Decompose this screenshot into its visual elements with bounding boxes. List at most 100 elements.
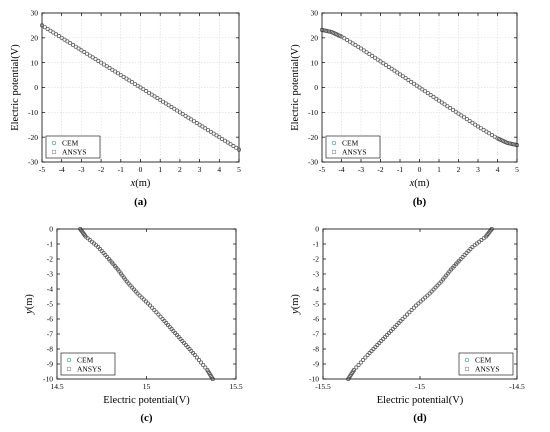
data-point-cem xyxy=(392,68,397,73)
legend-label-cem: CEM xyxy=(475,356,492,365)
data-point-cem xyxy=(144,89,149,94)
data-point-ansys xyxy=(431,287,436,292)
data-point-ansys xyxy=(180,339,184,343)
data-point-cem xyxy=(206,128,211,133)
data-point-cem xyxy=(163,101,168,106)
data-point-cem xyxy=(464,117,469,122)
data-point-cem xyxy=(470,120,475,125)
data-point-cem xyxy=(411,305,416,310)
data-point-cem xyxy=(361,357,366,362)
y-tick-label: -30 xyxy=(28,158,38,167)
data-point-cem xyxy=(439,100,444,105)
y-tick-label: -10 xyxy=(28,108,38,117)
data-point-cem xyxy=(161,99,166,104)
y-tick-label: -3 xyxy=(313,270,319,279)
data-point-cem xyxy=(194,120,199,125)
data-point-cem xyxy=(194,355,199,360)
x-tick-label: 4 xyxy=(217,165,221,174)
data-point-cem xyxy=(436,98,441,103)
panel-label: (d) xyxy=(413,412,427,424)
data-point-ansys xyxy=(98,247,102,251)
data-point-cem xyxy=(155,96,160,101)
data-point-cem xyxy=(87,53,92,58)
data-point-cem xyxy=(353,43,358,48)
data-point-ansys xyxy=(412,306,416,310)
data-point-cem xyxy=(169,105,174,110)
data-point-cem xyxy=(459,113,464,118)
data-point-cem xyxy=(489,133,494,138)
data-point-cem xyxy=(384,63,389,68)
y-tick-label: 0 xyxy=(314,83,318,92)
data-point-cem xyxy=(358,360,363,365)
data-point-cem xyxy=(478,126,483,131)
data-point-ansys xyxy=(189,349,193,353)
x-tick-label: -3 xyxy=(78,165,84,174)
data-point-ansys xyxy=(462,115,466,119)
data-point-cem xyxy=(192,352,197,357)
x-tick-label: -4 xyxy=(59,165,65,174)
data-point-ansys xyxy=(389,329,393,333)
data-point-cem xyxy=(139,295,144,300)
legend-marker-ansys xyxy=(331,149,337,155)
data-point-ansys xyxy=(100,249,104,253)
data-point-cem xyxy=(70,42,75,47)
x-tick-label: 0 xyxy=(418,165,422,174)
y-tick-label: 30 xyxy=(31,9,39,18)
data-point-cem xyxy=(96,58,101,63)
data-point-ansys xyxy=(132,287,136,292)
data-point-cem xyxy=(201,362,206,367)
legend-label-ansys: ANSYS xyxy=(62,148,87,157)
data-point-cem xyxy=(411,81,416,86)
data-point-cem xyxy=(180,112,185,117)
data-point-ansys xyxy=(470,121,475,125)
data-point-cem xyxy=(68,41,73,46)
data-point-ansys xyxy=(363,355,368,360)
data-point-cem xyxy=(423,89,428,94)
data-point-cem xyxy=(428,93,433,98)
data-point-cem xyxy=(409,79,414,84)
data-point-cem xyxy=(121,74,126,79)
data-point-cem xyxy=(152,307,157,312)
data-point-ansys xyxy=(168,325,172,329)
data-point-cem xyxy=(372,55,377,60)
data-point-cem xyxy=(405,312,410,317)
x-tick-label: -5 xyxy=(39,165,45,174)
data-point-cem xyxy=(485,232,490,237)
data-point-cem xyxy=(200,124,205,129)
data-point-cem xyxy=(62,37,67,42)
data-point-cem xyxy=(409,307,414,312)
x-tick-label: 4 xyxy=(496,165,500,174)
legend-label-cem: CEM xyxy=(62,139,79,148)
data-point-cem xyxy=(115,71,120,76)
y-tick-label: -8 xyxy=(47,345,53,354)
data-point-ansys xyxy=(185,345,190,349)
data-point-ansys xyxy=(431,95,436,99)
data-point-ansys xyxy=(184,343,188,347)
data-point-cem xyxy=(475,124,480,129)
data-point-ansys xyxy=(451,108,455,112)
data-point-cem xyxy=(76,46,81,51)
data-point-cem xyxy=(45,26,50,31)
y-tick-label: 10 xyxy=(311,58,319,67)
legend-label-cem: CEM xyxy=(342,139,359,148)
data-point-cem xyxy=(356,362,361,367)
data-point-ansys xyxy=(418,299,423,304)
data-point-cem xyxy=(65,39,70,44)
y-tick-label: -7 xyxy=(47,330,53,339)
data-point-ansys xyxy=(171,329,176,333)
data-point-cem xyxy=(138,85,143,90)
data-point-cem xyxy=(199,360,204,365)
data-point-cem xyxy=(414,303,419,308)
x-tick-label: 14.5 xyxy=(50,382,63,391)
data-point-cem xyxy=(365,352,370,357)
data-point-cem xyxy=(189,117,194,122)
data-point-cem xyxy=(135,291,140,296)
data-point-ansys xyxy=(175,333,179,337)
y-tick-label: 20 xyxy=(311,33,319,42)
legend-box xyxy=(325,135,381,159)
data-point-cem xyxy=(423,295,428,300)
x-tick-label: 2 xyxy=(178,165,182,174)
data-point-cem xyxy=(54,32,59,37)
y-tick-label: -20 xyxy=(28,133,38,142)
